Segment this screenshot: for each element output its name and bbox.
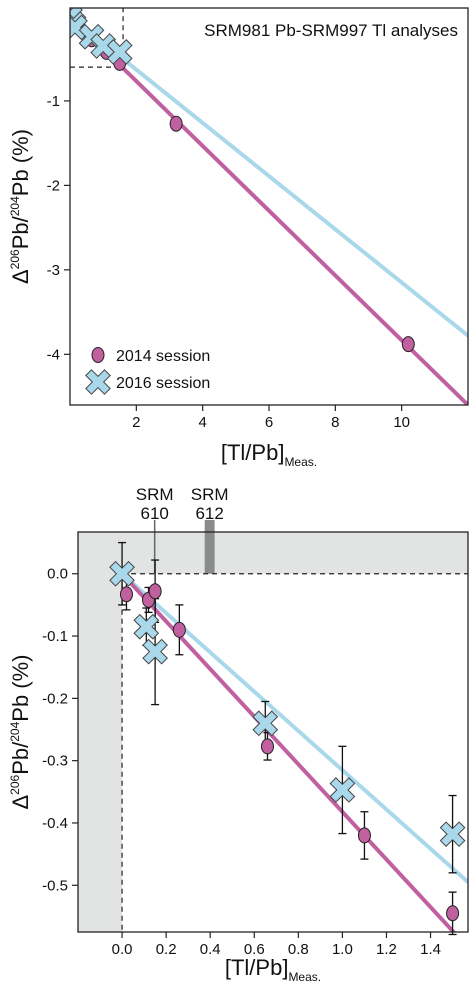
point-2014 [401,336,415,353]
srm612-label-line1: SRM [191,485,229,504]
ylabel-delta: Δ [8,269,33,284]
shaded-regions [78,532,468,932]
y-tick-label: 0.0 [47,566,68,583]
legend-marker-2014 [91,347,105,363]
y-tick-label: -0.1 [42,628,68,645]
y-tick-label: -0.5 [42,877,68,894]
ylabel-sup-206: 206 [8,249,22,269]
marker-x-fill [441,822,465,846]
point-2016 [133,613,160,640]
x-axis-label: [Tl/Pb]Meas. [221,440,317,469]
chart-top: 2 4 6 8 10 -1 -2 -3 -4 SRM981 Pb-SRM997 Tl analys… [8,7,469,469]
y-axis-label: Δ206Pb/204Pb (%) [8,129,33,284]
x-tick-label: 4 [198,414,206,431]
point-2016 [252,710,279,737]
x-tick-label: 0.8 [288,941,309,958]
marker-x-fill [108,40,132,64]
x-tick-label: 8 [331,414,339,431]
shade-negative-x [78,532,123,932]
ylabel-sup-204: 204 [8,196,22,216]
y-tick-label: -0.4 [42,815,68,832]
guide-box [70,8,124,68]
x-tick-label: 6 [265,414,273,431]
x-tick-label: 10 [393,414,410,431]
x-tick-label: 0.0 [112,941,133,958]
marker-x-fill [80,25,104,49]
x-tick-label: 1.4 [420,941,441,958]
srm610-label-line1: SRM [136,485,174,504]
srm612-label-line2: 612 [195,504,223,523]
srm610-label: SRM 610 [136,485,174,523]
marker-x-fill [91,34,115,58]
data-points [109,560,466,922]
marker-x-fill [70,8,82,22]
fit-line-2014 [70,15,468,405]
x-tick-label: 1.0 [332,941,353,958]
point-2016 [329,777,356,803]
marker-x-fill [86,370,110,394]
point-2014 [169,115,183,132]
y-tick-label: -0.3 [42,753,68,770]
y-tick-label: -0.2 [42,690,68,707]
point-2014 [119,586,133,603]
marker-x-fill [110,562,134,586]
point-2016 [142,638,168,665]
point-2014 [172,621,186,638]
point-2016 [439,821,466,848]
ylabel-pb-pct: Pb (%) [8,129,33,196]
shade-positive-y [78,532,468,574]
fit-line-2016 [70,14,468,338]
y-tick-label: -1 [47,93,60,110]
y-axis-label: Δ206Pb/204Pb (%) [8,654,33,809]
x-axis-label: [Tl/Pb]Meas. [225,955,321,984]
ylabel-pb: Pb/ [8,741,33,775]
ylabel-delta: Δ [8,795,33,810]
y-tick-label: -3 [47,262,60,279]
chart-title: SRM981 Pb-SRM997 Tl analyses [204,21,458,40]
x-tick-label: 0.2 [156,941,177,958]
x-tick-label: 1.2 [376,941,397,958]
marker-x-fill [143,640,167,664]
x-tick-label: 0.6 [244,941,265,958]
x-tick-label: 2 [132,414,140,431]
marker-x-fill [134,615,158,639]
y-tick-label: -2 [47,177,60,194]
point-2016 [109,560,135,587]
point-2014 [148,583,162,600]
srm610-label-line2: 610 [140,504,168,523]
plot-frame [77,531,469,933]
legend-label-2016: 2016 session [116,375,210,392]
y-tick-label: -4 [47,346,60,363]
marker-x-fill [330,778,354,802]
point-2016 [90,33,117,59]
xlabel-sub-meas: Meas. [284,455,317,469]
error-bars [118,541,457,936]
point-2016 [106,39,133,65]
fit-line-2016 [120,572,468,884]
ylabel-sup-206: 206 [8,774,22,794]
ylabel-pb-pct: Pb (%) [8,654,33,721]
point-2014 [260,738,274,755]
xlabel-sub-meas: Meas. [288,970,321,984]
srm612-label: SRM 612 [191,485,229,523]
x-tick-label: 0.4 [200,941,221,958]
point-2014 [446,905,460,922]
legend-marker-2016 [85,369,111,395]
marker-x-fill [253,711,277,735]
data-points [70,8,415,353]
xlabel-tlpb: [Tl/Pb] [225,955,289,980]
ylabel-sup-204: 204 [8,721,22,741]
srm612-band [204,520,215,574]
legend-label-2014: 2014 session [116,348,210,365]
ylabel-pb: Pb/ [8,215,33,249]
point-2014 [357,827,371,844]
fit-lines [70,14,468,405]
xlabel-tlpb: [Tl/Pb] [221,440,285,465]
